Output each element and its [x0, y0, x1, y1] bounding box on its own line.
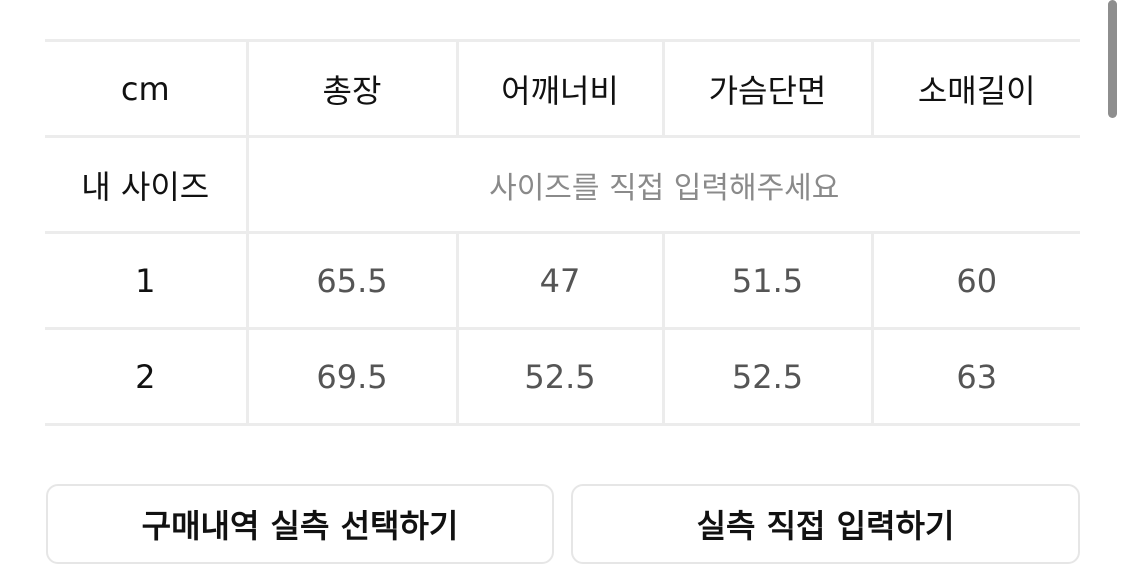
table-row: 2 69.5 52.5 52.5 63 [45, 327, 1080, 426]
cell: 60 [870, 231, 1080, 330]
header-sleeve: 소매길이 [870, 39, 1080, 138]
size-table: cm 총장 어깨너비 가슴단면 소매길이 내 사이즈 사이즈를 직접 입력해주세… [45, 39, 1080, 426]
header-total-length: 총장 [245, 39, 459, 138]
cell: 69.5 [245, 327, 459, 426]
select-from-purchase-history-button[interactable]: 구매내역 실측 선택하기 [46, 484, 554, 564]
cell: 47 [455, 231, 665, 330]
cell: 52.5 [661, 327, 874, 426]
header-chest: 가슴단면 [661, 39, 874, 138]
table-row: 1 65.5 47 51.5 60 [45, 231, 1080, 330]
my-size-input[interactable]: 사이즈를 직접 입력해주세요 [245, 135, 1080, 234]
my-size-row: 내 사이즈 사이즈를 직접 입력해주세요 [45, 135, 1080, 234]
cell: 65.5 [245, 231, 459, 330]
size-label: 1 [45, 231, 249, 330]
header-unit: cm [45, 39, 249, 138]
size-label: 2 [45, 327, 249, 426]
scrollbar[interactable] [1108, 0, 1117, 118]
cell: 51.5 [661, 231, 874, 330]
cell: 63 [870, 327, 1080, 426]
direct-input-button[interactable]: 실측 직접 입력하기 [571, 484, 1080, 564]
header-shoulder: 어깨너비 [455, 39, 665, 138]
header-row: cm 총장 어깨너비 가슴단면 소매길이 [45, 39, 1080, 138]
my-size-label: 내 사이즈 [45, 135, 249, 234]
cell: 52.5 [455, 327, 665, 426]
